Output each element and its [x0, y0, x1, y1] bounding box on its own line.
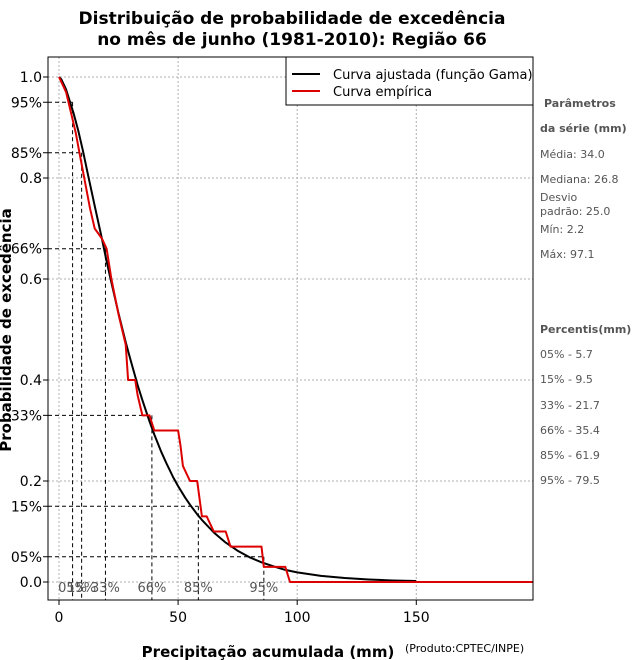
y-tick-label: 0.8 — [20, 171, 42, 187]
y-tick-label: 95% — [11, 95, 42, 111]
y-tick-label: 0.4 — [20, 373, 42, 389]
percentile-guides — [48, 101, 265, 600]
percentil-85: 85% - 61.9 — [540, 449, 600, 462]
percentile-labels: 05%15%33% 66% 85% 95% — [58, 581, 278, 596]
percentile-x-label: 85% — [184, 581, 213, 596]
percentil-66: 66% - 35.4 — [540, 424, 600, 437]
percentil-33: 33% - 21.7 — [540, 399, 600, 412]
percentile-x-label: 95% — [249, 581, 278, 596]
x-tick-label: 150 — [403, 610, 430, 626]
side-panel: Parâmetros da série (mm) Média: 34.0 Med… — [540, 97, 631, 487]
legend-label-empirical: Curva empírica — [333, 85, 432, 100]
y-tick-label: 85% — [11, 146, 42, 162]
x-tick-label: 0 — [55, 610, 64, 626]
percentile-x-label: 33% — [91, 581, 120, 596]
legend-label-fitted: Curva ajustada (função Gama) — [333, 68, 533, 83]
legend-box — [285, 56, 534, 106]
x-tick-label: 50 — [169, 610, 187, 626]
y-tick-label: 66% — [11, 242, 42, 258]
credit-label: (Produto:CPTEC/INPE) — [405, 642, 524, 655]
y-tick-label: 33% — [11, 408, 42, 424]
y-tick-label: 1.0 — [20, 70, 42, 86]
empirical-curve-line — [58, 76, 533, 583]
param-min: Mín: 2.2 — [540, 223, 584, 236]
y-axis-label: Probabilidade de excedência — [0, 208, 15, 452]
fitted-curve-line — [58, 76, 417, 582]
param-stddev-line-1: Desvio — [540, 191, 578, 204]
x-tick-label: 100 — [284, 610, 311, 626]
legend: Curva ajustada (função Gama) Curva empír… — [285, 56, 534, 106]
plot-area — [47, 56, 534, 601]
y-axis-ticks: 1.0 95% 85% 0.8 66% 0.6 0.4 33% 0.2 15% 05% 0.0 — [11, 70, 48, 591]
percentile-x-label: 05% — [58, 581, 87, 596]
params-title-line-1: Parâmetros — [544, 97, 616, 110]
y-tick-label: 0.0 — [20, 575, 42, 591]
param-max: Máx: 97.1 — [540, 248, 594, 261]
percentil-15: 15% - 9.5 — [540, 373, 593, 386]
x-axis-ticks: 0 50 100 150 — [55, 600, 430, 626]
y-tick-label: 15% — [11, 499, 42, 515]
param-mean: Média: 34.0 — [540, 148, 605, 161]
percentile-x-label: 66% — [137, 581, 166, 596]
y-tick-label: 0.2 — [20, 474, 42, 490]
percentile-x-label: 15% — [67, 581, 96, 596]
percentil-95: 95% - 79.5 — [540, 474, 600, 487]
percentis-title: Percentis(mm) — [540, 323, 631, 336]
percentil-05: 05% - 5.7 — [540, 348, 593, 361]
param-median: Mediana: 26.8 — [540, 173, 618, 186]
grid — [48, 57, 533, 600]
chart-title-line-1: Distribuição de probabilidade de excedên… — [79, 9, 506, 29]
series — [58, 76, 533, 583]
y-tick-label: 05% — [11, 550, 42, 566]
y-tick-label: 0.6 — [20, 272, 42, 288]
chart-title-line-2: no mês de junho (1981-2010): Região 66 — [97, 30, 487, 50]
param-stddev-line-2: padrão: 25.0 — [540, 205, 610, 218]
x-axis-label: Precipitação acumulada (mm) — [142, 643, 395, 660]
params-title-line-2: da série (mm) — [540, 122, 627, 135]
